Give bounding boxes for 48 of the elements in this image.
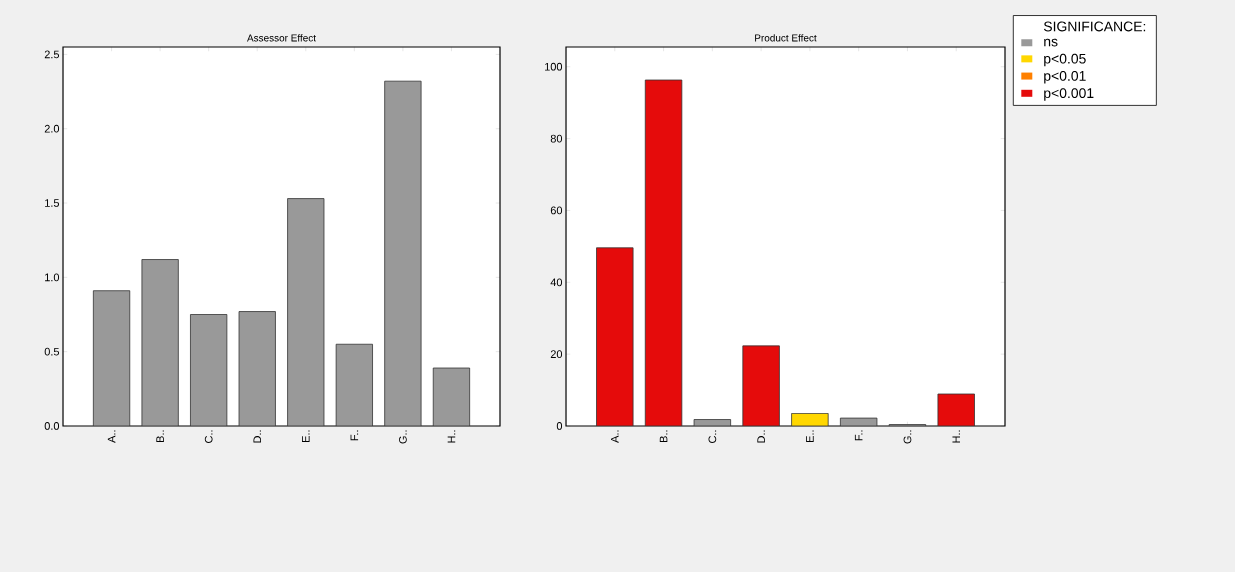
x-tick-label: D.. [757,430,765,443]
x-tick-label: B.. [659,430,668,442]
x-tick-label: G.. [399,430,407,444]
y-tick-label: 2.0 [44,124,60,133]
legend-label: p<0.05 [1044,53,1086,67]
y-tick-label: 40 [550,278,563,287]
bar [93,290,130,426]
x-tick-label: A.. [611,430,619,443]
y-tick-label: 0 [556,422,563,430]
y-tick-label: 60 [550,206,563,215]
x-tick-label: B.. [156,430,164,442]
x-tick-label: H.. [952,430,960,443]
legend-label: p<0.01 [1044,70,1086,84]
bar [742,345,780,426]
y-tick-label: 100 [545,62,563,71]
x-tick-label: F.. [350,430,359,441]
x-tick-label: G.. [903,430,912,444]
y-tick-label: 1.0 [45,273,60,282]
legend-label: ns [1044,38,1058,47]
legend-label: p<0.001 [1044,88,1094,101]
x-tick-label: C.. [204,430,213,443]
y-tick-label: 80 [550,134,563,143]
bar [336,344,373,426]
bar [141,259,179,426]
x-tick-label: C.. [708,430,717,443]
y-tick-label: 1.5 [45,199,60,207]
y-tick-label: 20 [550,350,563,359]
x-tick-label: A.. [107,430,116,443]
x-tick-label: E.. [806,430,814,442]
bar [384,81,422,426]
legend-title: SIGNIFICANCE: [1043,21,1146,32]
y-tick-label: 2.5 [44,50,60,59]
bar [937,393,975,426]
bar [190,314,227,426]
x-tick-label: E.. [302,430,310,442]
y-tick-label: 0.0 [44,422,60,430]
chart-title: Assessor Effect [247,34,316,42]
x-tick-label: F.. [854,430,863,441]
bar [287,198,324,426]
bar [644,79,683,426]
y-tick-label: 0.5 [44,347,60,356]
bar [596,247,634,426]
bar [432,367,471,426]
bar [239,311,276,426]
bar [791,413,829,426]
chart-title: Product Effect [755,34,817,42]
x-tick-label: H.. [447,430,456,443]
x-tick-label: D.. [253,430,261,443]
